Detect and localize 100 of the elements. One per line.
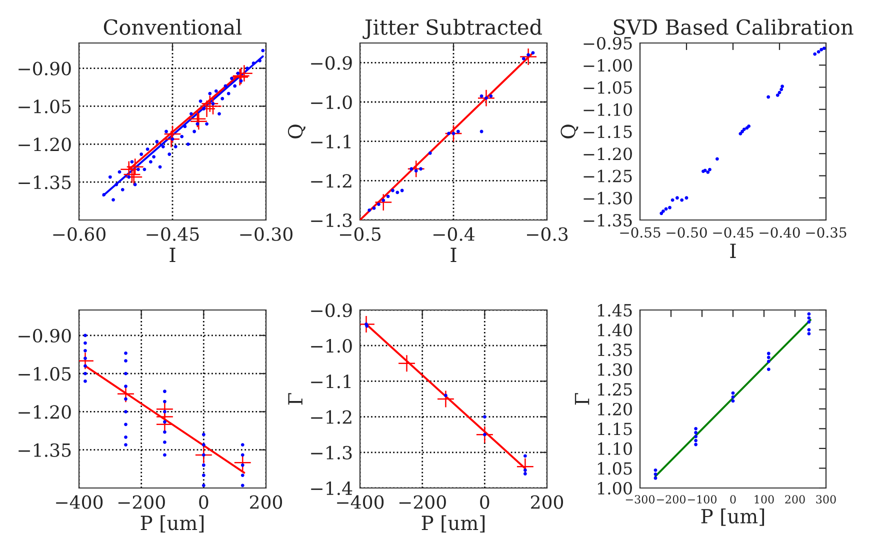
y-tick-label: −1.20 bbox=[18, 405, 71, 419]
point bbox=[84, 372, 87, 376]
point bbox=[523, 472, 527, 476]
point bbox=[202, 474, 206, 477]
y-tick-label: −1.2 bbox=[311, 410, 352, 424]
point bbox=[807, 332, 811, 336]
point bbox=[202, 453, 206, 457]
point bbox=[240, 453, 244, 457]
point bbox=[372, 206, 376, 210]
point bbox=[776, 94, 780, 97]
point bbox=[766, 356, 770, 360]
point bbox=[192, 130, 196, 134]
point bbox=[654, 476, 658, 480]
point bbox=[114, 182, 118, 186]
point bbox=[428, 151, 432, 155]
point bbox=[202, 107, 206, 110]
point bbox=[202, 443, 206, 446]
point bbox=[444, 394, 448, 398]
point bbox=[398, 354, 416, 372]
chart-title: SVD Based Calibration bbox=[614, 18, 854, 35]
point bbox=[120, 188, 124, 192]
x-axis-title: P [um] bbox=[701, 508, 764, 526]
y-tick-label: −1.05 bbox=[18, 100, 71, 114]
point bbox=[816, 50, 820, 54]
y-tick-label: −1.15 bbox=[584, 125, 632, 138]
point bbox=[654, 472, 658, 476]
point bbox=[158, 165, 162, 169]
point bbox=[694, 426, 698, 430]
point bbox=[706, 170, 710, 174]
point bbox=[84, 348, 87, 352]
point bbox=[419, 167, 422, 171]
point bbox=[164, 125, 182, 143]
y-tick-label: 1.35 bbox=[598, 344, 632, 356]
point bbox=[226, 92, 230, 96]
x-tick-label: −0.50 bbox=[666, 227, 707, 238]
point bbox=[108, 175, 112, 179]
point bbox=[444, 124, 462, 142]
y-tick-label: −0.90 bbox=[18, 328, 71, 343]
y-tick-label: 1.20 bbox=[598, 402, 632, 416]
point bbox=[780, 84, 784, 88]
point bbox=[668, 206, 672, 210]
x-tick-label: −0.30 bbox=[240, 227, 292, 241]
point bbox=[202, 432, 206, 436]
point bbox=[252, 62, 256, 65]
point bbox=[391, 188, 394, 192]
point bbox=[84, 380, 87, 383]
x-tick-label: −0.3 bbox=[526, 227, 568, 241]
point bbox=[820, 48, 824, 52]
point bbox=[84, 356, 87, 360]
y-tick-label: 1.15 bbox=[598, 422, 632, 436]
point bbox=[694, 430, 698, 434]
point bbox=[190, 112, 193, 116]
point bbox=[377, 202, 380, 206]
x-axis-title: I bbox=[170, 248, 176, 262]
point bbox=[664, 207, 668, 211]
chart-title: Jitter Subtracted bbox=[362, 18, 542, 39]
point bbox=[142, 168, 146, 172]
point bbox=[807, 328, 811, 332]
point bbox=[738, 132, 742, 136]
point bbox=[476, 426, 494, 444]
x-tick-label: 100 bbox=[754, 495, 774, 504]
y-tick-label: −1.05 bbox=[18, 367, 71, 381]
point bbox=[807, 320, 811, 324]
x-axis-title: P [um] bbox=[422, 515, 485, 533]
point bbox=[124, 397, 128, 401]
y-tick-label: −1.30 bbox=[584, 192, 632, 204]
point bbox=[163, 453, 166, 457]
point bbox=[676, 196, 679, 200]
point bbox=[163, 390, 166, 394]
point bbox=[766, 368, 770, 372]
point bbox=[382, 198, 386, 202]
point bbox=[163, 420, 166, 424]
point bbox=[220, 96, 224, 100]
point bbox=[133, 182, 137, 186]
point bbox=[152, 155, 156, 158]
point bbox=[127, 175, 131, 179]
y-tick-label: −0.90 bbox=[18, 62, 71, 76]
y-tick-label: −1.35 bbox=[584, 214, 632, 227]
x-tick-label: −200 bbox=[118, 495, 165, 509]
point bbox=[124, 422, 128, 426]
point bbox=[670, 198, 674, 202]
point bbox=[198, 99, 202, 103]
x-axis-title: I bbox=[730, 244, 736, 258]
x-tick-label: −0.40 bbox=[760, 227, 800, 238]
point bbox=[482, 415, 486, 418]
x-tick-label: −0.45 bbox=[713, 227, 754, 238]
x-tick-label: −0.35 bbox=[806, 227, 846, 238]
y-tick-label: 1.05 bbox=[598, 462, 632, 475]
x-tick-label: 0 bbox=[199, 495, 208, 509]
x-tick-label: 200 bbox=[785, 495, 805, 504]
point bbox=[484, 96, 488, 100]
point bbox=[202, 463, 206, 467]
point bbox=[822, 46, 826, 50]
y-tick-label: 1.30 bbox=[598, 363, 632, 376]
y-tick-label: −1.35 bbox=[18, 443, 71, 457]
point bbox=[813, 52, 817, 56]
point bbox=[240, 463, 244, 467]
point bbox=[654, 468, 658, 472]
y-tick-label: 1.45 bbox=[598, 304, 632, 317]
x-tick-label: 200 bbox=[250, 495, 282, 509]
